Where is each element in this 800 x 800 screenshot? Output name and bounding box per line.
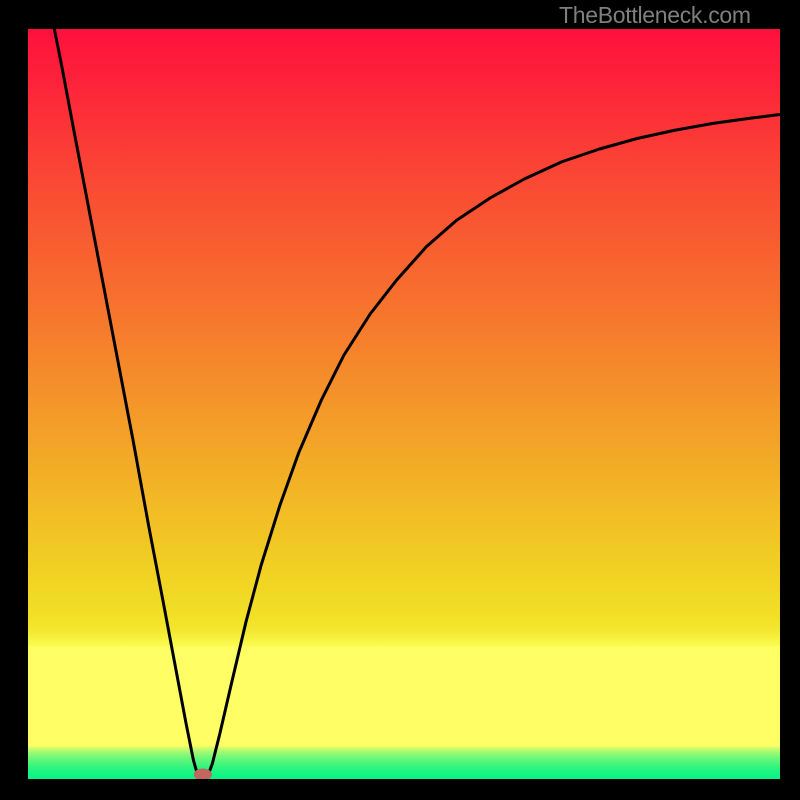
watermark-label: TheBottleneck.com <box>559 2 751 29</box>
chart-svg <box>28 29 780 779</box>
plot-background <box>28 29 780 779</box>
bottleneck-chart: TheBottleneck.com <box>0 0 800 800</box>
